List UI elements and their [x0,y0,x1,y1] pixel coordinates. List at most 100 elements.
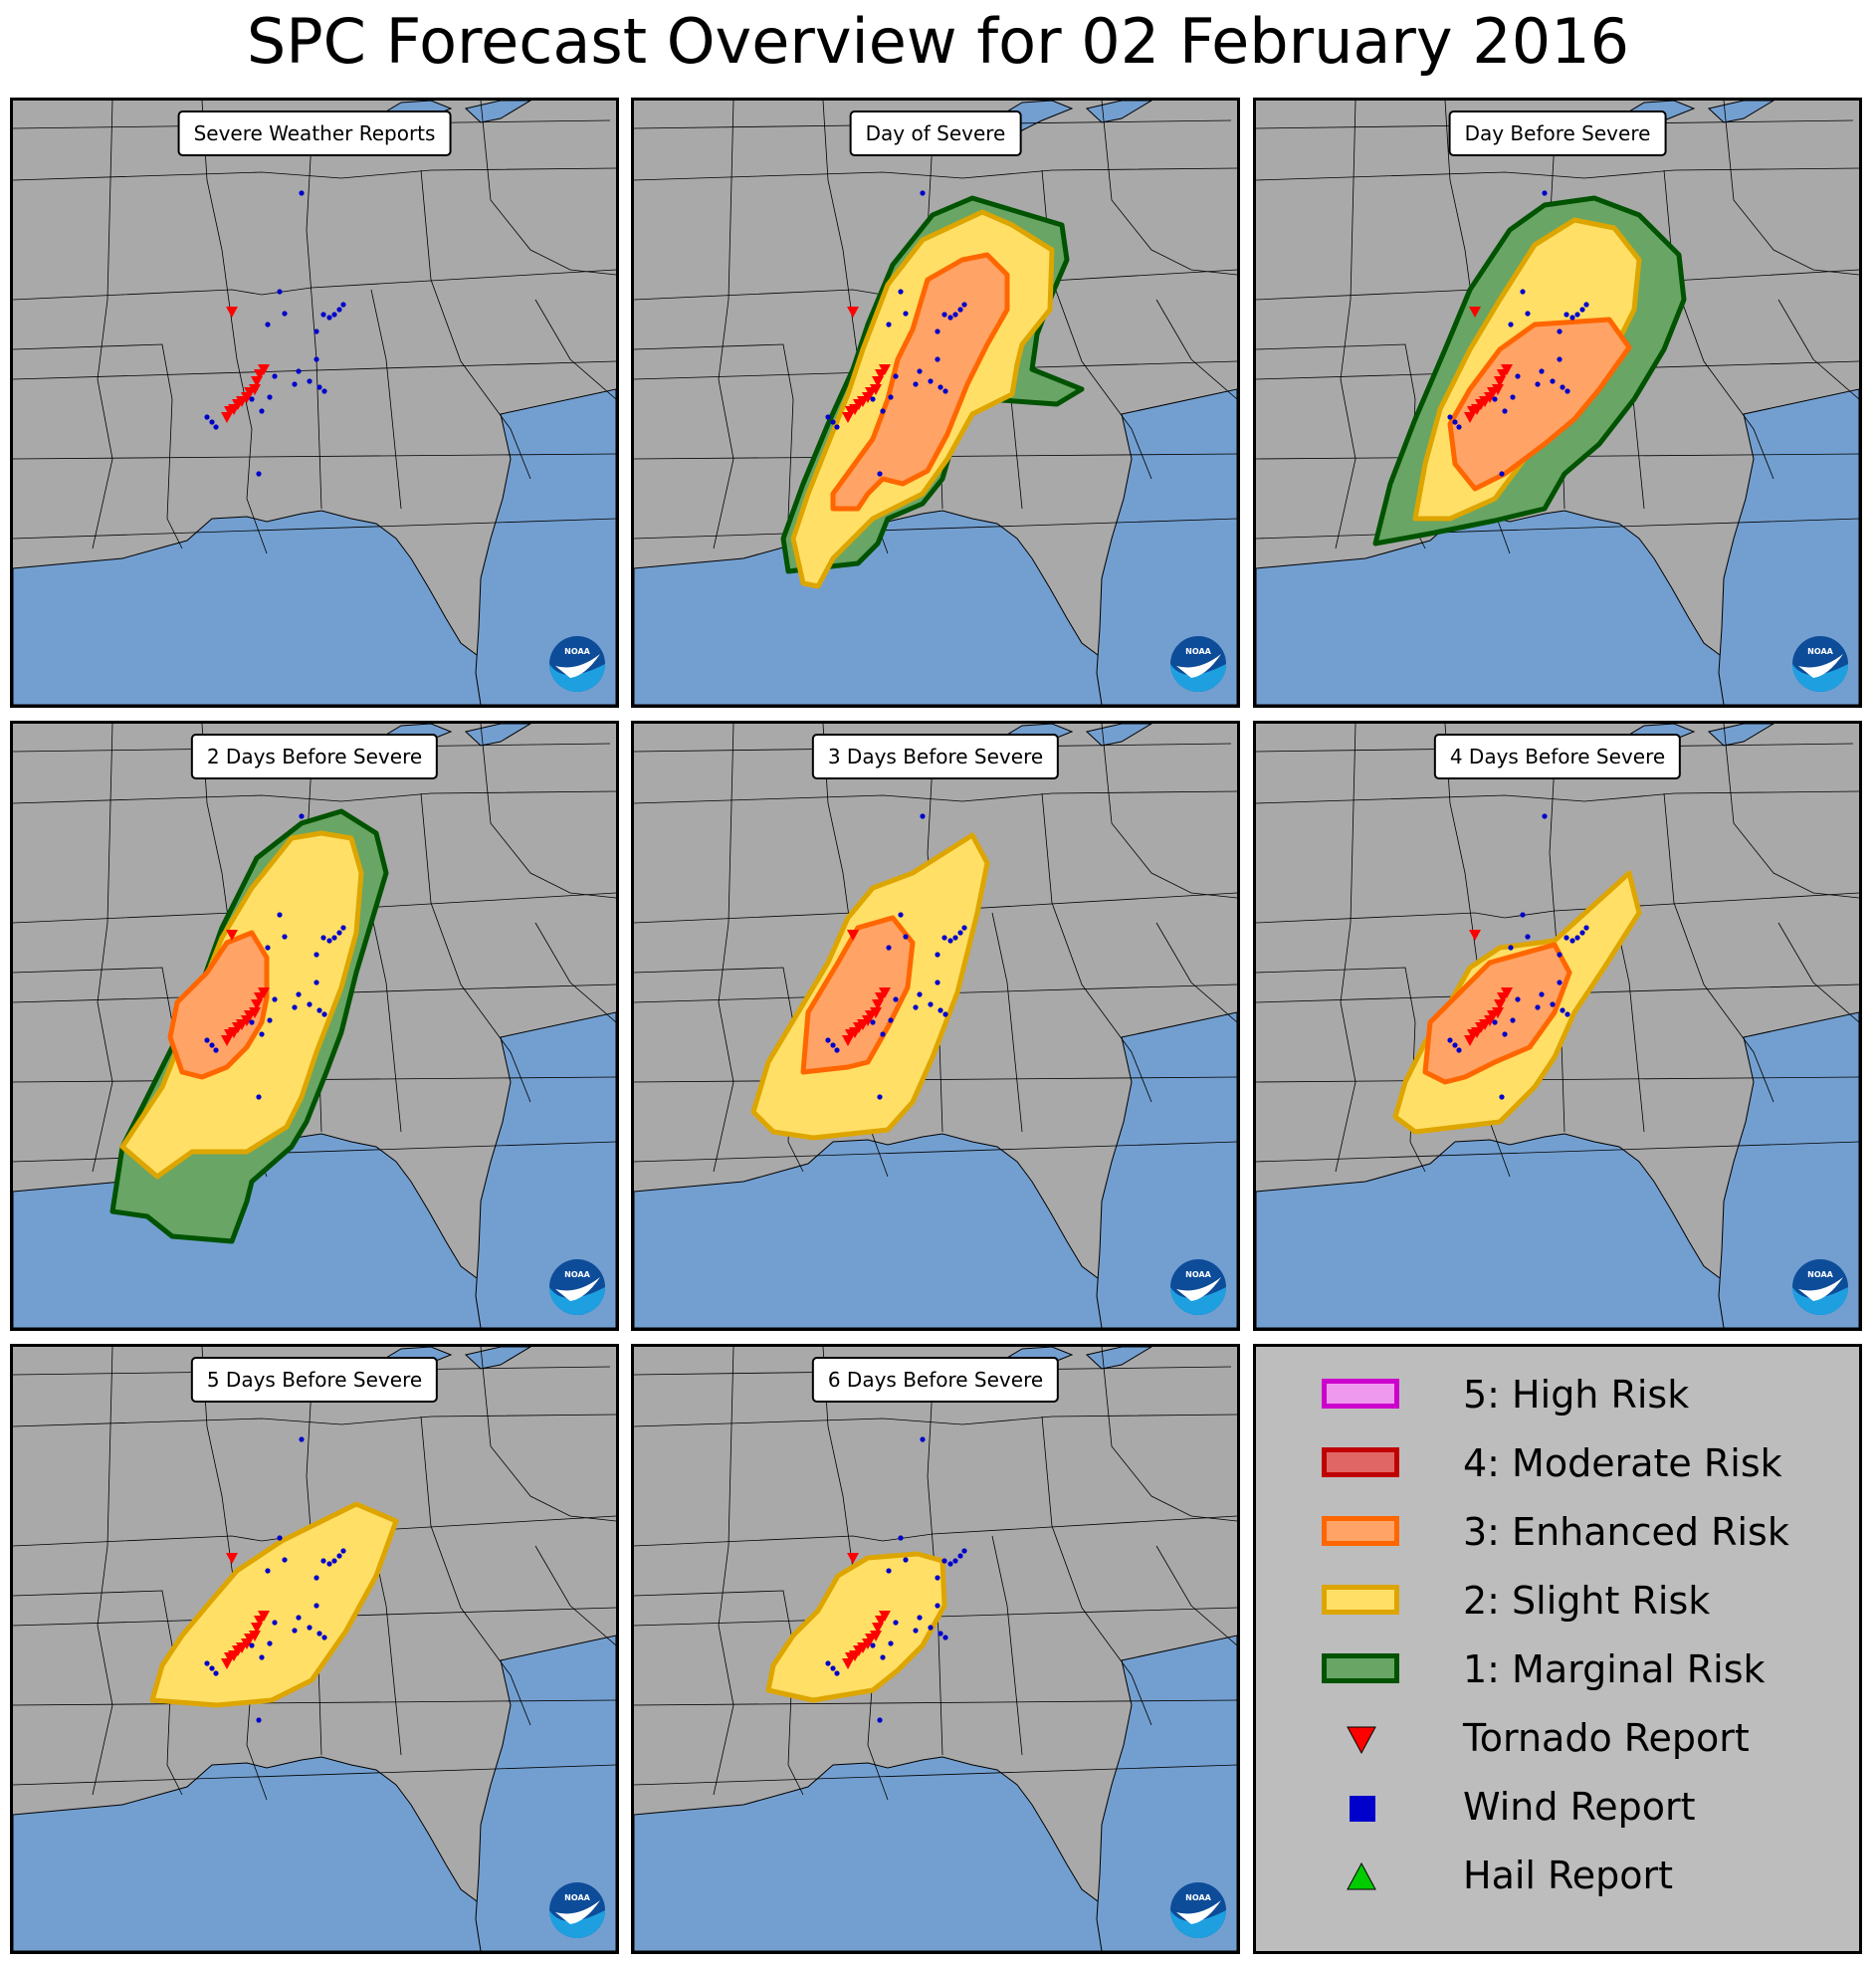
map-panel-4-days-before: NOAA 4 Days Before Severe [1253,721,1862,1331]
state-border [634,518,1237,540]
wind-report [1510,394,1516,400]
legend-label: 1: Marginal Risk [1463,1647,1766,1691]
wind-report [1499,471,1505,477]
tornado-report [1464,1035,1476,1046]
state-border [13,1414,616,1427]
wind-report [256,1717,262,1723]
wind-report [941,1558,947,1564]
tornado-report [254,992,266,1003]
wind-report [209,1665,215,1671]
tornado-report [845,1652,857,1663]
tornado-report [224,406,236,417]
wind-report [834,1670,840,1676]
svg-text:NOAA: NOAA [1185,647,1211,656]
wind-report [340,302,346,308]
wind-report [952,312,958,318]
atlantic-ocean [1096,1011,1237,1328]
map-panel-2-days-before: NOAA 2 Days Before Severe [10,721,619,1331]
wind-report [320,1558,326,1564]
wind-report [1569,938,1575,944]
wind-report [213,424,219,430]
wind-report [1508,322,1514,328]
atlantic-ocean [1096,388,1237,705]
state-border [634,167,1237,181]
wind-report [1525,934,1531,940]
wind-report [265,1568,271,1574]
wind-report [277,912,283,918]
wind-report-icon [1350,1796,1375,1822]
wind-report [961,1548,967,1554]
wind-report [920,190,926,196]
panel-label: 5 Days Before Severe [190,1357,439,1403]
wind-report [1557,328,1563,334]
state-border [634,1699,1237,1706]
tornado-report [254,1616,266,1627]
state-border [534,1545,616,1646]
high-risk-swatch [1322,1379,1399,1409]
wind-report [880,1654,886,1660]
legend-item-enhanced-risk: 3: Enhanced Risk [1256,1504,1859,1564]
wind-report [1510,1017,1516,1023]
wind-report [1574,935,1580,941]
tornado-report [870,384,882,395]
slight-risk-swatch [1322,1585,1399,1615]
tornado-report [1492,1007,1504,1018]
state-border [1256,518,1859,540]
wind-report [313,1575,319,1581]
state-border [634,1764,1237,1786]
wind-report [877,1094,883,1100]
tornado-report [221,1658,233,1669]
wind-report [292,1004,298,1010]
wind-report [1583,925,1589,931]
wind-report [331,935,337,941]
panel-label: 2 Days Before Severe [190,734,439,779]
panel-label: Day Before Severe [1448,110,1667,156]
slight-risk-area [765,1551,947,1703]
wind-report [952,1558,958,1564]
wind-report [938,1007,943,1013]
wind-report [928,378,934,384]
wind-report [898,912,904,918]
tornado-report [251,999,263,1010]
wind-report [1499,1094,1505,1100]
wind-report [928,1625,934,1631]
state-border [1256,790,1859,804]
wind-report [336,1553,342,1559]
noaa-logo-icon: NOAA [549,1882,605,1938]
legend-label: Wind Report [1463,1785,1696,1829]
tornado-report [1492,384,1504,395]
wind-report [928,1001,934,1007]
wind-report [1542,813,1548,819]
enhanced-risk-area [167,930,270,1080]
panel-label: 4 Days Before Severe [1433,734,1682,779]
wind-report [870,396,876,402]
state-border [634,1414,1237,1427]
wind-report [1492,396,1498,402]
wind-report [830,419,836,425]
map-panel-day-before: NOAA Day Before Severe [1253,98,1862,708]
atlantic-ocean [1718,1011,1859,1328]
tornado-report [842,412,854,423]
state-border [1549,763,1565,1133]
svg-text:NOAA: NOAA [1807,1270,1833,1279]
state-border [13,790,616,804]
state-border [1256,967,1426,1173]
wind-report [834,1047,840,1053]
state-border [13,1141,616,1163]
marginal-risk-swatch [1322,1653,1399,1683]
state-border [1256,892,1859,924]
tornado-report [1467,1029,1479,1040]
state-border [634,1141,1237,1163]
legend-item-tornado-report: Tornado Report [1256,1710,1859,1770]
wind-report [957,1553,963,1559]
tornado-report [1467,406,1479,417]
tornado-report [845,1029,857,1040]
wind-report [877,1717,883,1723]
wind-report [903,311,909,317]
wind-report [917,991,923,997]
legend-label: 3: Enhanced Risk [1463,1510,1789,1554]
wind-report [825,414,831,420]
wind-report [1525,311,1531,317]
wind-report [282,1557,288,1563]
wind-report [830,1665,836,1671]
